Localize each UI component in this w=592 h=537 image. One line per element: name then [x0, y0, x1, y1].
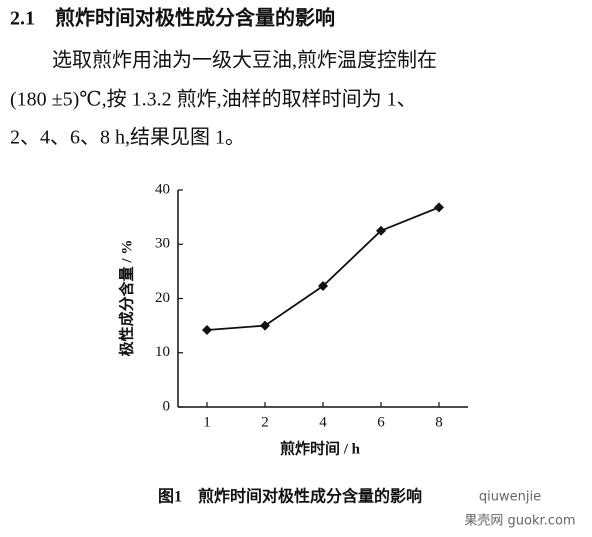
section-heading: 2.1 煎炸时间对极性成分含量的影响: [10, 6, 335, 30]
y-tick-label: 10: [155, 344, 170, 360]
x-tick-label: 1: [203, 414, 211, 430]
x-axis-label: 煎炸时间 / h: [280, 439, 361, 457]
data-point: [376, 225, 386, 236]
x-tick-label: 8: [435, 414, 443, 430]
data-point: [318, 281, 328, 292]
x-tick-label: 6: [377, 414, 385, 430]
y-tick-label: 30: [155, 236, 170, 252]
data-point: [434, 202, 444, 213]
paragraph-line: 2、4、6、8 h,结果见图 1。: [10, 126, 245, 149]
x-tick-label: 2: [261, 414, 269, 430]
data-point: [202, 324, 212, 335]
y-tick-label: 40: [155, 181, 170, 197]
paragraph-line: 选取煎炸用油为一级大豆油,煎炸温度控制在: [52, 49, 437, 72]
x-tick-label: 4: [319, 414, 327, 430]
data-line: [206, 206, 440, 331]
watermark: 果壳网 guokr.com: [464, 514, 575, 529]
data-point: [260, 320, 270, 331]
y-tick-label: 20: [155, 290, 170, 306]
paragraph-line: (180 ±5)℃,按 1.3.2 煎炸,油样的取样时间为 1、: [10, 88, 417, 111]
figure-caption: 图1 煎炸时间对极性成分含量的影响: [158, 487, 422, 506]
y-axis-label: 极性成分含量 / %: [117, 240, 135, 357]
y-tick-label: 0: [163, 398, 171, 414]
watermark: qiuwenjie: [479, 490, 541, 505]
